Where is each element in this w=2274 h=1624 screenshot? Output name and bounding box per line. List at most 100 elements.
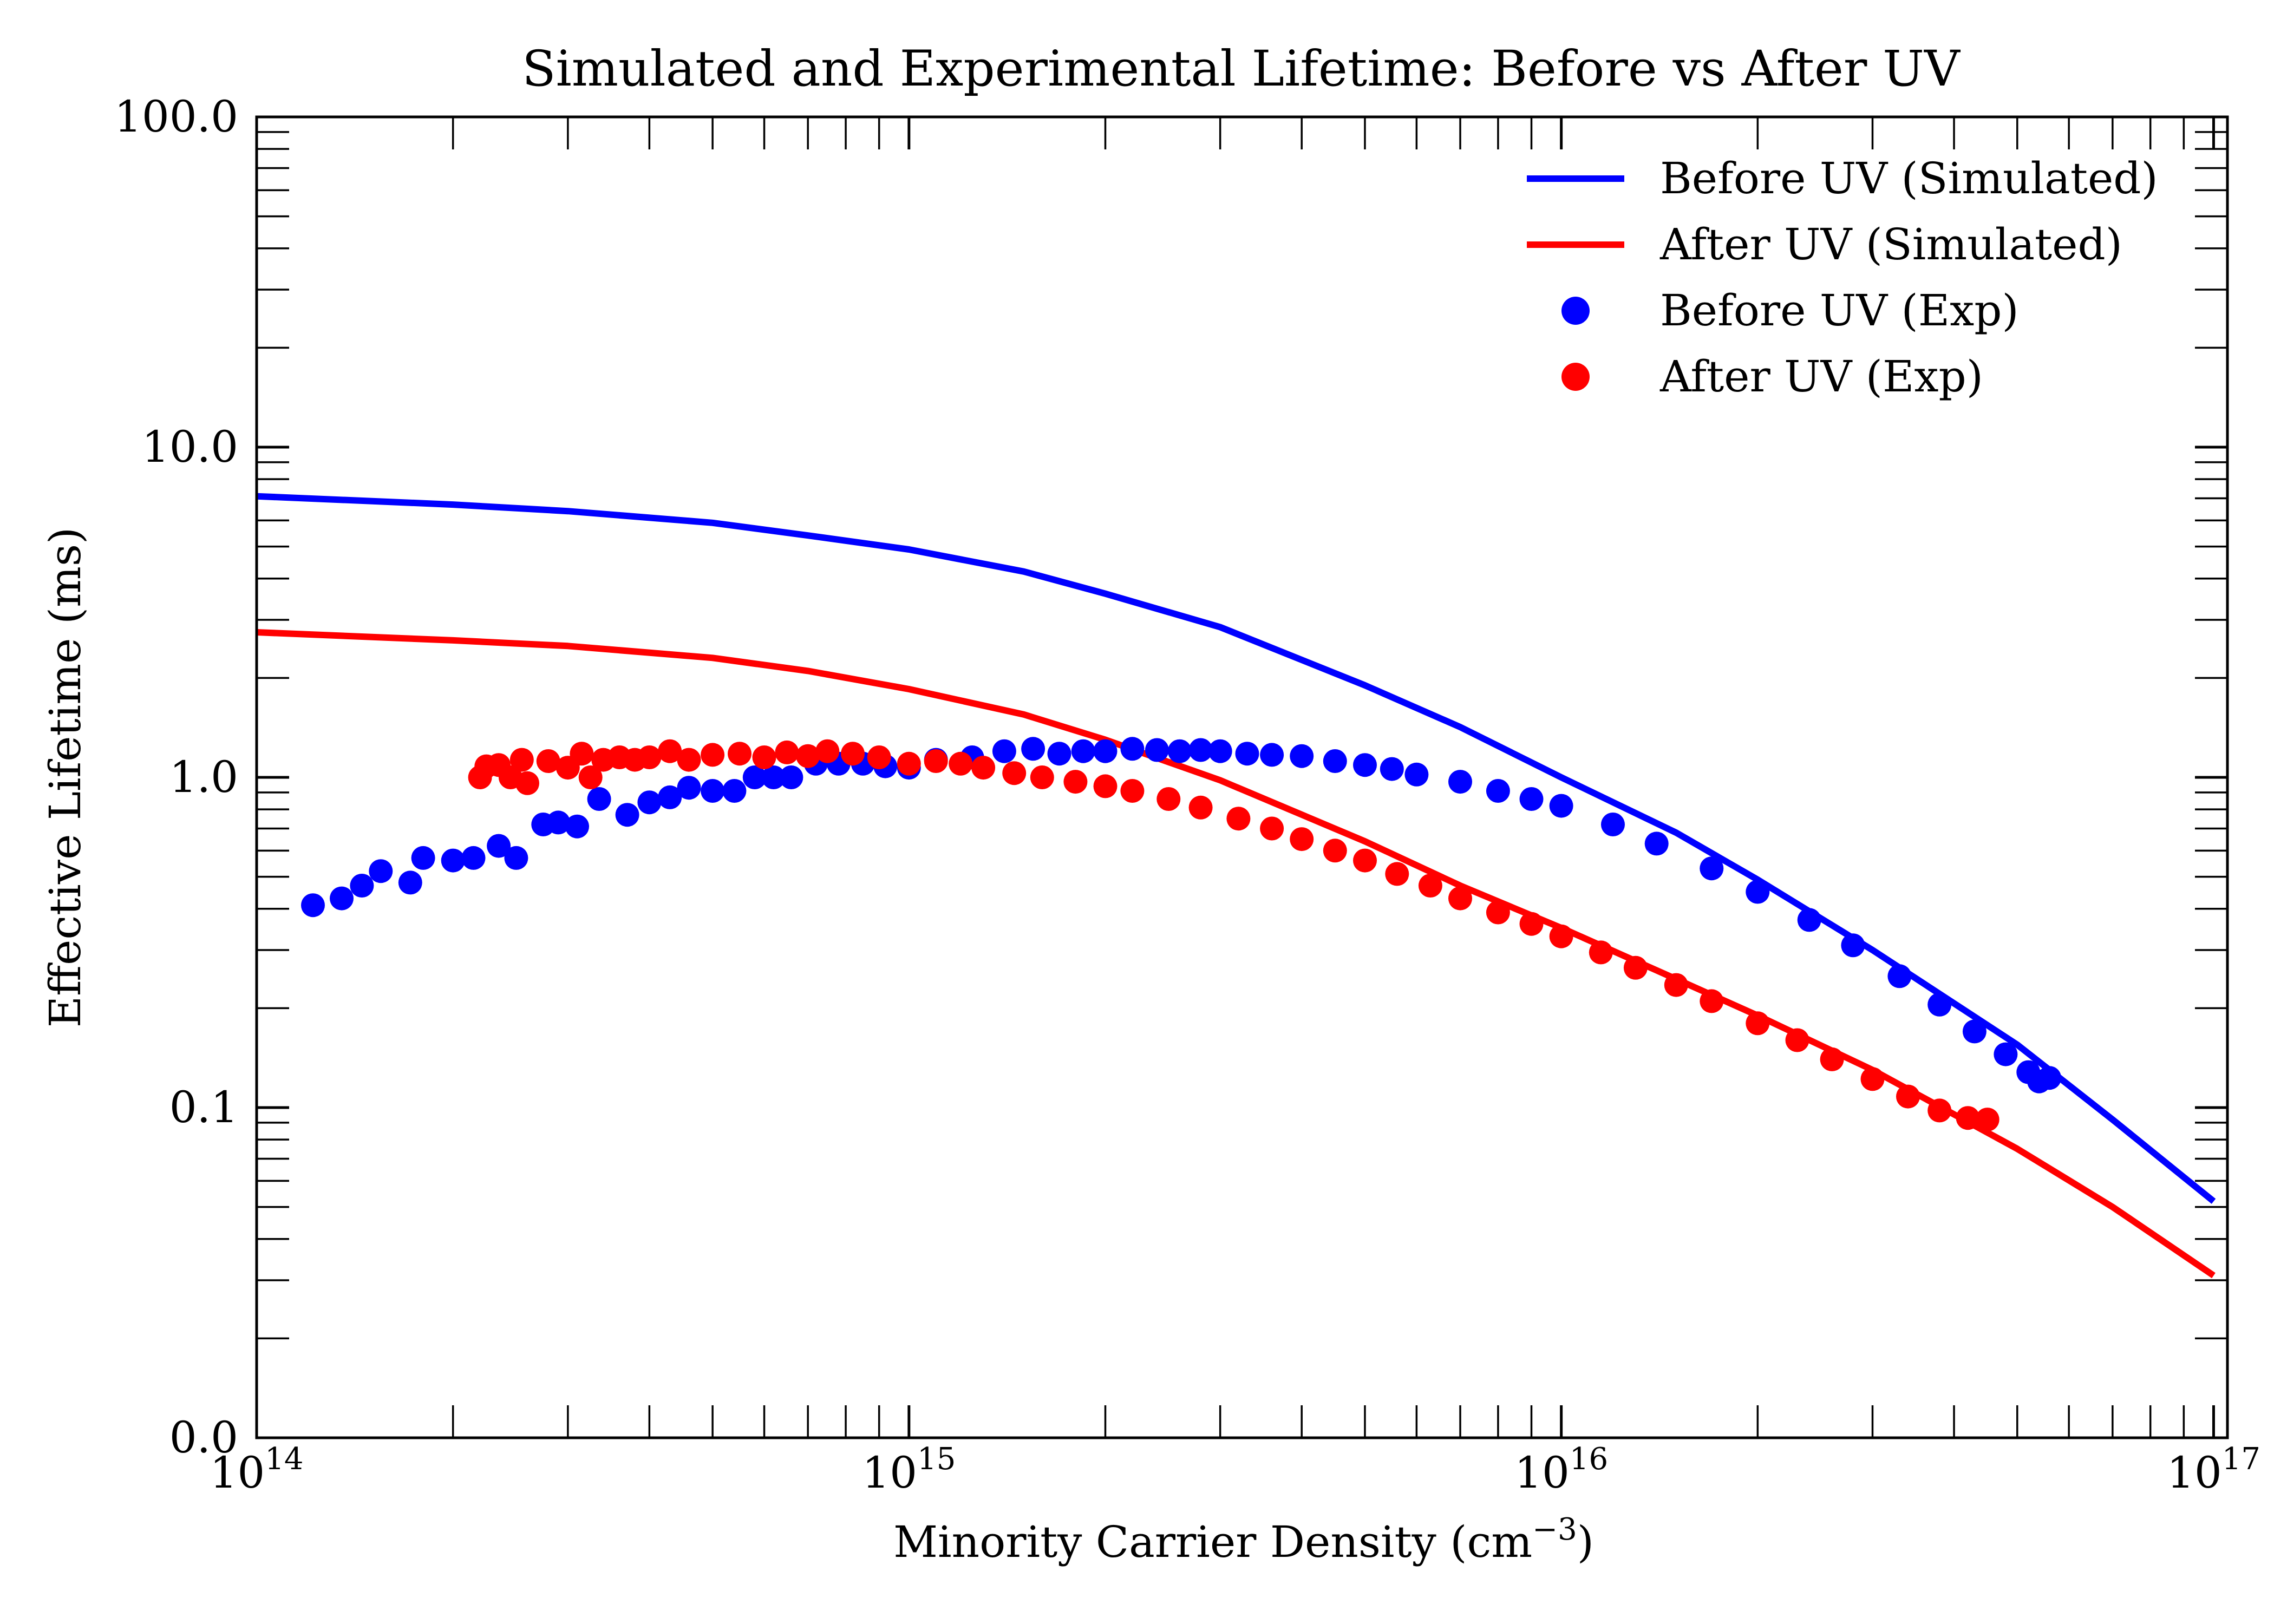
data-point	[330, 886, 354, 911]
data-point	[1047, 742, 1071, 766]
data-point	[1448, 770, 1472, 794]
data-point	[815, 739, 840, 763]
x-tick-label: 1017	[2167, 1442, 2260, 1498]
data-point	[1260, 816, 1284, 841]
data-point	[2037, 1066, 2062, 1090]
y-tick-label: 100.0	[114, 91, 238, 142]
data-point	[677, 748, 701, 772]
data-point	[1188, 795, 1213, 820]
data-point	[509, 748, 534, 772]
data-point	[1549, 794, 1573, 818]
data-point	[1700, 856, 1724, 881]
data-point	[992, 739, 1016, 763]
data-point	[1002, 761, 1027, 785]
data-point	[1962, 1019, 1987, 1044]
y-tick-label: 1.0	[169, 752, 238, 802]
data-point	[971, 756, 996, 780]
x-tick-label: 1015	[862, 1442, 956, 1498]
data-point	[301, 893, 325, 918]
data-point	[722, 779, 747, 803]
data-point	[1486, 900, 1510, 925]
legend: Before UV (Simulated) After UV (Simulated…	[1527, 153, 2158, 402]
data-point	[461, 846, 486, 870]
data-point	[1071, 739, 1095, 763]
data-point	[1353, 848, 1377, 873]
x-axis-label: Minority Carrier Density (cm−3)	[893, 1512, 1594, 1567]
data-point	[1448, 886, 1472, 911]
data-point	[1841, 933, 1865, 958]
data-point	[1235, 742, 1259, 766]
data-point	[1887, 964, 1912, 988]
plot-frame	[255, 115, 2229, 1439]
data-point	[1323, 839, 1347, 863]
data-point	[1746, 1011, 1770, 1036]
legend-label: After UV (Exp)	[1659, 351, 1983, 402]
data-point	[752, 745, 776, 769]
data-point	[1226, 807, 1251, 831]
data-point	[546, 810, 571, 835]
legend-marker-swatch	[1561, 297, 1590, 325]
data-point	[1664, 973, 1688, 997]
y-axis-label: Effective Lifetime (ms)	[40, 527, 90, 1027]
data-point	[728, 742, 752, 766]
data-point	[504, 846, 528, 870]
series-1	[257, 629, 2216, 1279]
data-point	[1896, 1084, 1920, 1109]
legend-label: Before UV (Simulated)	[1660, 153, 2158, 204]
data-point	[677, 776, 701, 800]
data-point	[1486, 779, 1510, 803]
data-point	[1385, 862, 1409, 886]
data-point	[1323, 749, 1347, 773]
data-point	[1927, 1098, 1952, 1123]
data-point	[565, 814, 589, 839]
data-point	[1380, 757, 1404, 781]
data-point	[1093, 774, 1118, 798]
data-point	[867, 745, 891, 769]
data-point	[841, 742, 865, 766]
data-point	[1260, 743, 1284, 767]
series-line	[257, 629, 2216, 1279]
data-point	[398, 870, 422, 895]
data-point	[701, 779, 725, 803]
data-point	[1290, 744, 1314, 768]
data-point	[1404, 762, 1429, 787]
data-point	[1156, 787, 1181, 811]
legend-label: Before UV (Exp)	[1660, 285, 2019, 336]
legend-marker-swatch	[1561, 363, 1590, 391]
data-point	[411, 846, 435, 870]
data-point	[779, 765, 803, 789]
axis-tick-labels: 1014 1015 1016 1017 0.0 0.1 1.0 10.0 100.0	[114, 91, 2260, 1498]
data-point	[1063, 770, 1088, 794]
data-point	[637, 790, 662, 815]
data-point	[369, 859, 393, 883]
data-point	[1601, 813, 1625, 836]
data-point	[536, 749, 560, 773]
data-point	[1994, 1042, 2018, 1066]
data-point	[350, 874, 374, 898]
data-point	[441, 848, 465, 873]
data-point	[1975, 1108, 1999, 1132]
data-point	[1700, 989, 1724, 1013]
data-point	[1927, 992, 1952, 1017]
data-point	[587, 787, 611, 811]
data-point	[1290, 827, 1314, 852]
data-point	[515, 771, 539, 795]
y-tick-label: 10.0	[142, 422, 238, 472]
data-point	[949, 751, 973, 776]
data-point	[1120, 737, 1145, 761]
data-point	[1956, 1106, 1980, 1130]
data-point	[658, 739, 682, 763]
data-point	[615, 803, 639, 827]
x-tick-label: 1016	[1514, 1442, 1608, 1498]
data-point	[1589, 940, 1613, 965]
data-point	[1785, 1028, 1809, 1052]
chart-title: Simulated and Experimental Lifetime: Bef…	[522, 41, 1961, 97]
plot-area	[257, 493, 2216, 1279]
data-point	[761, 765, 786, 789]
data-point	[1623, 955, 1648, 980]
data-point	[796, 744, 820, 768]
data-point	[1145, 738, 1169, 762]
data-point	[1093, 739, 1118, 763]
